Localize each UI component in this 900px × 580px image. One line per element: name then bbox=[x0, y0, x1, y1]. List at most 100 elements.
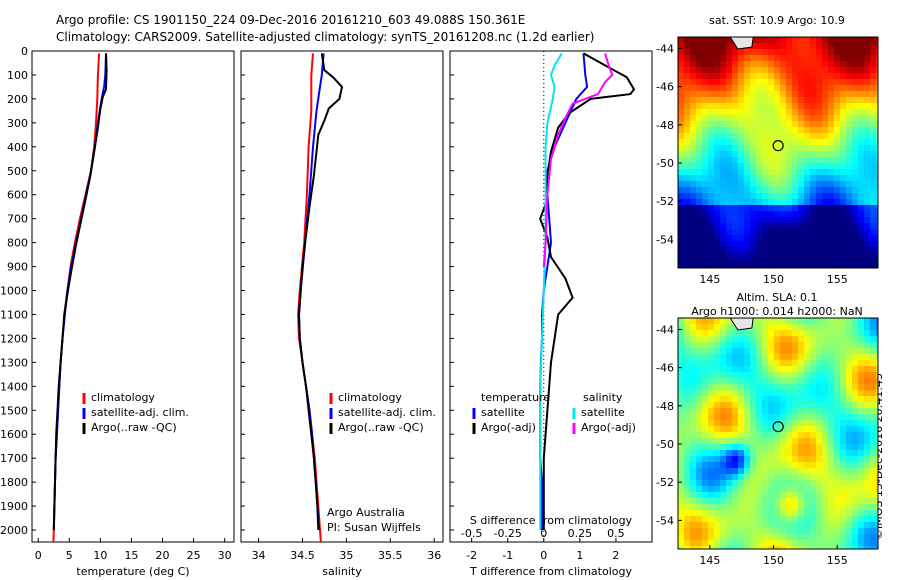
map-cell bbox=[756, 528, 762, 534]
map-cell bbox=[852, 37, 858, 43]
map-cell bbox=[786, 546, 792, 549]
map-cell bbox=[702, 61, 708, 67]
map-cell bbox=[774, 247, 780, 253]
map-cell bbox=[702, 378, 708, 384]
map-cell bbox=[768, 360, 774, 366]
map-cell bbox=[798, 157, 804, 163]
map-cell bbox=[690, 330, 696, 336]
map-cell bbox=[816, 145, 822, 151]
map-cell bbox=[696, 396, 702, 402]
map-cell bbox=[828, 85, 834, 91]
map-cell bbox=[768, 61, 774, 67]
map-cell bbox=[696, 414, 702, 420]
map-cell bbox=[750, 139, 756, 145]
map-cell bbox=[834, 181, 840, 187]
map-cell bbox=[720, 510, 726, 516]
map-cell bbox=[684, 229, 690, 235]
map-cell bbox=[756, 145, 762, 151]
map-cell bbox=[774, 85, 780, 91]
map-cell bbox=[678, 426, 684, 432]
map-cell bbox=[798, 456, 804, 462]
map-cell bbox=[744, 181, 750, 187]
map-cell bbox=[804, 151, 810, 157]
map-cell bbox=[864, 498, 870, 504]
map-cell bbox=[696, 169, 702, 175]
map-cell bbox=[780, 151, 786, 157]
map-cell bbox=[702, 372, 708, 378]
map-cell bbox=[786, 79, 792, 85]
map-cell bbox=[852, 109, 858, 115]
map-cell bbox=[780, 540, 786, 546]
map-cell bbox=[792, 486, 798, 492]
map-cell bbox=[738, 396, 744, 402]
map-cell bbox=[780, 408, 786, 414]
map-cell bbox=[720, 115, 726, 121]
map-cell bbox=[858, 540, 864, 546]
map-cell bbox=[876, 43, 878, 49]
map-cell bbox=[678, 474, 684, 480]
map-cell bbox=[732, 91, 738, 97]
map-cell bbox=[774, 336, 780, 342]
map-cell bbox=[702, 366, 708, 372]
map-cell bbox=[714, 235, 720, 241]
map-cell bbox=[852, 456, 858, 462]
map-cell bbox=[858, 480, 864, 486]
map-cell bbox=[810, 169, 816, 175]
map-cell bbox=[756, 85, 762, 91]
map-cell bbox=[720, 67, 726, 73]
map-cell bbox=[744, 169, 750, 175]
map-cell bbox=[810, 390, 816, 396]
map-cell bbox=[786, 528, 792, 534]
map-cell bbox=[780, 522, 786, 528]
chart-panel-3: -2 -1 0 1 2T difference from climatology-0.5… bbox=[449, 50, 653, 578]
map-cell bbox=[822, 426, 828, 432]
map-cell bbox=[774, 265, 780, 268]
map-cell bbox=[738, 516, 744, 522]
map-cell bbox=[732, 354, 738, 360]
map-cell bbox=[732, 151, 738, 157]
map-cell bbox=[780, 366, 786, 372]
map-cell bbox=[780, 97, 786, 103]
map-cell bbox=[750, 145, 756, 151]
map-cell bbox=[780, 211, 786, 217]
legend-entry: Argo(..raw -QC) bbox=[91, 421, 177, 434]
map-cell bbox=[834, 444, 840, 450]
map-cell bbox=[750, 366, 756, 372]
map-cell bbox=[738, 420, 744, 426]
map-cell bbox=[876, 97, 878, 103]
map-cell bbox=[858, 61, 864, 67]
map-cell bbox=[678, 127, 684, 133]
map-cell bbox=[708, 49, 714, 55]
map-cell bbox=[870, 241, 876, 247]
map-cell bbox=[852, 420, 858, 426]
map-cell bbox=[702, 432, 708, 438]
map-cell bbox=[726, 318, 732, 324]
map-cell bbox=[708, 348, 714, 354]
map-cell bbox=[786, 408, 792, 414]
map-cell bbox=[738, 456, 744, 462]
map-cell bbox=[852, 241, 858, 247]
map-cell bbox=[840, 235, 846, 241]
map-cell bbox=[690, 109, 696, 115]
map-cell bbox=[738, 91, 744, 97]
map-cell bbox=[804, 37, 810, 43]
map-cell bbox=[702, 121, 708, 127]
map-cell bbox=[744, 109, 750, 115]
map-cell bbox=[750, 43, 756, 49]
map-cell bbox=[726, 360, 732, 366]
map-cell bbox=[858, 330, 864, 336]
map-cell bbox=[774, 181, 780, 187]
map-cell bbox=[696, 420, 702, 426]
map-cell bbox=[738, 85, 744, 91]
map-cell bbox=[876, 265, 878, 268]
map-cell bbox=[768, 211, 774, 217]
map-cell bbox=[696, 546, 702, 549]
map-cell bbox=[792, 79, 798, 85]
map-cell bbox=[774, 540, 780, 546]
map-cell bbox=[858, 396, 864, 402]
map-cell bbox=[720, 247, 726, 253]
map-cell bbox=[762, 109, 768, 115]
map-cell bbox=[738, 438, 744, 444]
map-cell bbox=[810, 510, 816, 516]
map-cell bbox=[720, 384, 726, 390]
